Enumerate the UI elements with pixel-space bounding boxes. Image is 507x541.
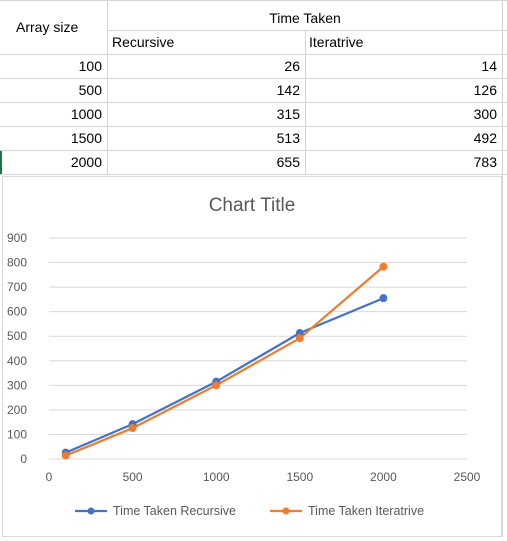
series-line-recursive xyxy=(65,297,384,454)
y-tick-label: 0 xyxy=(20,452,27,466)
y-tick-label: 800 xyxy=(7,256,27,270)
y-tick-label: 500 xyxy=(7,329,27,343)
y-tick-label: 900 xyxy=(7,231,27,245)
cell-iterative[interactable]: 300 xyxy=(473,106,497,122)
data-point-iterative xyxy=(128,424,137,433)
column-gridline xyxy=(107,0,108,175)
legend-marker-recursive xyxy=(87,507,95,515)
y-tick-label: 400 xyxy=(7,354,27,368)
cell-recursive[interactable]: 26 xyxy=(284,58,300,74)
cell-array-size[interactable]: 2000 xyxy=(70,154,102,170)
header-array-size[interactable]: Array size xyxy=(16,19,79,35)
cell-iterative[interactable]: 14 xyxy=(481,58,497,74)
cell-iterative[interactable]: 783 xyxy=(473,154,497,170)
header-iterative[interactable]: Iteratrive xyxy=(309,34,364,50)
row-gridline xyxy=(107,30,507,31)
data-point-iterative xyxy=(212,381,221,390)
legend-label-recursive: Time Taken Recursive xyxy=(113,504,236,518)
x-tick-label: 1000 xyxy=(203,470,230,484)
x-tick-label: 2500 xyxy=(454,470,481,484)
cell-array-size[interactable]: 1500 xyxy=(70,130,102,146)
cell-recursive[interactable]: 142 xyxy=(276,82,300,98)
cell-recursive[interactable]: 315 xyxy=(276,106,300,122)
active-row-marker xyxy=(0,151,2,174)
data-point-iterative xyxy=(295,334,304,343)
y-tick-label: 600 xyxy=(7,305,27,319)
column-gridline xyxy=(305,30,306,175)
cell-recursive[interactable]: 655 xyxy=(276,154,300,170)
line-chart[interactable]: 0 100 200 300 400 500 600 700 800 900 0 500 1000 150… xyxy=(3,177,501,536)
cell-iterative[interactable]: 126 xyxy=(473,82,497,98)
row-gridline xyxy=(0,0,507,1)
cell-recursive[interactable]: 513 xyxy=(276,130,300,146)
x-tick-label: 2000 xyxy=(370,470,397,484)
cell-array-size[interactable]: 500 xyxy=(78,82,102,98)
y-tick-label: 300 xyxy=(7,378,27,392)
legend-marker-iterative xyxy=(282,507,290,515)
row-gridline xyxy=(0,54,507,55)
y-tick-label: 200 xyxy=(7,403,27,417)
cell-array-size[interactable]: 100 xyxy=(78,58,102,74)
cell-iterative[interactable]: 492 xyxy=(473,130,497,146)
data-point-iterative xyxy=(379,262,388,271)
data-point-iterative xyxy=(61,451,70,460)
chart-area[interactable]: 0 100 200 300 400 500 600 700 800 900 0 500 1000 150… xyxy=(2,176,502,537)
legend-label-iterative: Time Taken Iteratrive xyxy=(308,504,424,518)
row-gridline xyxy=(0,102,507,103)
y-tick-label: 100 xyxy=(7,427,27,441)
x-tick-label: 1500 xyxy=(286,470,313,484)
row-gridline xyxy=(0,174,507,175)
row-gridline xyxy=(0,126,507,127)
y-tick-label: 700 xyxy=(7,280,27,294)
x-tick-label: 500 xyxy=(123,470,143,484)
chart-title[interactable]: Chart Title xyxy=(209,195,296,216)
header-time-taken[interactable]: Time Taken xyxy=(269,10,341,26)
x-tick-label: 0 xyxy=(46,470,53,484)
data-point-recursive xyxy=(379,294,388,303)
column-gridline xyxy=(502,0,503,537)
row-gridline xyxy=(0,150,507,151)
header-recursive[interactable]: Recursive xyxy=(112,34,175,50)
cell-array-size[interactable]: 1000 xyxy=(70,106,102,122)
row-gridline xyxy=(0,78,507,79)
